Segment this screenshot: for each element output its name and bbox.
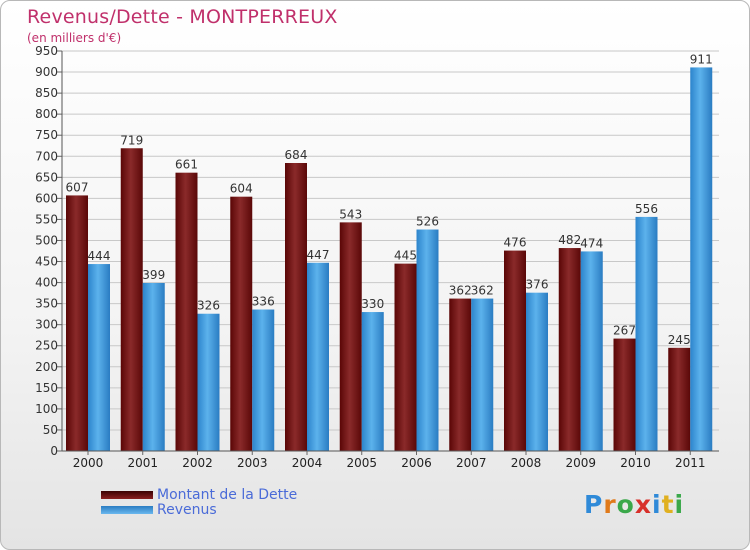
data-label-dette: 607 — [66, 180, 89, 194]
data-label-revenus: 330 — [361, 297, 384, 311]
legend-label-revenus: Revenus — [157, 501, 217, 518]
data-label-revenus: 326 — [197, 299, 220, 313]
data-label-dette: 684 — [285, 148, 308, 162]
bar-dette — [339, 222, 362, 451]
data-label-revenus: 336 — [252, 295, 275, 309]
bar-revenus — [526, 292, 548, 451]
legend-swatch-dette — [101, 490, 153, 499]
bar-revenus — [690, 67, 713, 451]
bar-dette — [449, 298, 472, 451]
y-tick-label: 50 — [43, 423, 58, 437]
bar-dette — [558, 248, 581, 451]
chart-subtitle: (en milliers d'€) — [27, 31, 122, 45]
bar-dette — [394, 263, 417, 451]
bar-dette — [504, 250, 526, 451]
legend: Montant de la Dette Revenus — [101, 486, 298, 518]
bar-revenus — [416, 229, 439, 451]
bar-dette — [66, 195, 88, 451]
proxiti-logo: Proxiti — [584, 490, 685, 519]
bar-revenus — [361, 312, 384, 451]
y-tick-label: 700 — [35, 149, 58, 163]
data-label-dette: 245 — [668, 333, 691, 347]
bar-revenus — [307, 262, 329, 451]
y-tick-label: 100 — [35, 402, 58, 416]
x-tick-label: 2005 — [346, 456, 377, 470]
y-tick-label: 400 — [35, 276, 58, 290]
y-tick-label: 650 — [35, 170, 58, 184]
data-label-dette: 445 — [394, 249, 417, 263]
x-tick-label: 2007 — [456, 456, 487, 470]
y-tick-label: 150 — [35, 381, 58, 395]
legend-swatch-revenus — [101, 505, 153, 514]
y-tick-label: 250 — [35, 339, 58, 353]
data-label-dette: 362 — [449, 284, 472, 298]
data-label-dette: 719 — [120, 133, 143, 147]
data-label-revenus: 376 — [526, 278, 549, 292]
data-label-revenus: 556 — [635, 202, 658, 216]
y-tick-label: 550 — [35, 212, 58, 226]
y-tick-label: 350 — [35, 297, 58, 311]
bar-revenus — [142, 283, 165, 451]
bar-revenus — [252, 309, 275, 451]
data-label-revenus: 474 — [580, 236, 603, 250]
bar-layer: 607 444 719 399 661 326 604 336 684 447 543 330 445 5… — [66, 52, 713, 451]
x-tick-label: 2002 — [182, 456, 213, 470]
data-label-revenus: 911 — [690, 52, 713, 66]
bar-revenus — [88, 264, 110, 451]
y-tick-label: 750 — [35, 128, 58, 142]
y-tick-label: 450 — [35, 255, 58, 269]
legend-item-dette: Montant de la Dette — [101, 486, 298, 503]
y-tick-label: 850 — [35, 86, 58, 100]
data-label-dette: 476 — [504, 236, 527, 250]
bar-revenus — [471, 298, 494, 451]
x-tick-label: 2010 — [620, 456, 651, 470]
bar-dette — [175, 172, 198, 451]
data-label-revenus: 447 — [307, 248, 330, 262]
y-tick-label: 0 — [50, 444, 58, 458]
data-label-dette: 482 — [558, 233, 581, 247]
data-label-dette: 661 — [175, 158, 198, 172]
x-tick-label: 2004 — [292, 456, 323, 470]
data-label-revenus: 362 — [471, 284, 494, 298]
bar-revenus — [635, 216, 658, 451]
x-tick-label: 2006 — [401, 456, 432, 470]
axis-layer: 0 50 100 150 200 250 300 350 400 450 500 550 600 650 7… — [35, 44, 719, 470]
legend-item-revenus: Revenus — [101, 501, 297, 518]
x-tick-label: 2008 — [511, 456, 542, 470]
x-tick-label: 2009 — [565, 456, 596, 470]
y-tick-label: 300 — [35, 318, 58, 332]
data-label-revenus: 444 — [88, 249, 111, 263]
x-tick-label: 2001 — [127, 456, 158, 470]
y-tick-label: 900 — [35, 65, 58, 79]
y-tick-label: 600 — [35, 191, 58, 205]
y-tick-label: 950 — [35, 44, 58, 58]
bar-dette — [668, 347, 691, 451]
chart-title: Revenus/Dette - MONTPERREUX — [27, 6, 338, 28]
y-tick-label: 800 — [35, 107, 58, 121]
bar-dette — [613, 338, 636, 451]
bar-revenus — [197, 313, 220, 451]
data-label-dette: 604 — [230, 182, 253, 196]
data-label-dette: 543 — [339, 207, 362, 221]
data-label-revenus: 399 — [142, 268, 165, 282]
x-tick-label: 2003 — [237, 456, 268, 470]
data-label-dette: 267 — [613, 324, 636, 338]
y-tick-label: 200 — [35, 360, 58, 374]
bar-revenus — [580, 251, 603, 451]
grid-layer — [62, 50, 719, 452]
bar-dette — [120, 148, 143, 451]
bar-dette — [285, 163, 307, 451]
data-label-revenus: 526 — [416, 215, 439, 229]
x-tick-label: 2000 — [73, 456, 104, 470]
y-tick-label: 500 — [35, 233, 58, 247]
bar-dette — [230, 196, 253, 451]
x-tick-label: 2011 — [675, 456, 706, 470]
legend-label-dette: Montant de la Dette — [157, 486, 298, 503]
